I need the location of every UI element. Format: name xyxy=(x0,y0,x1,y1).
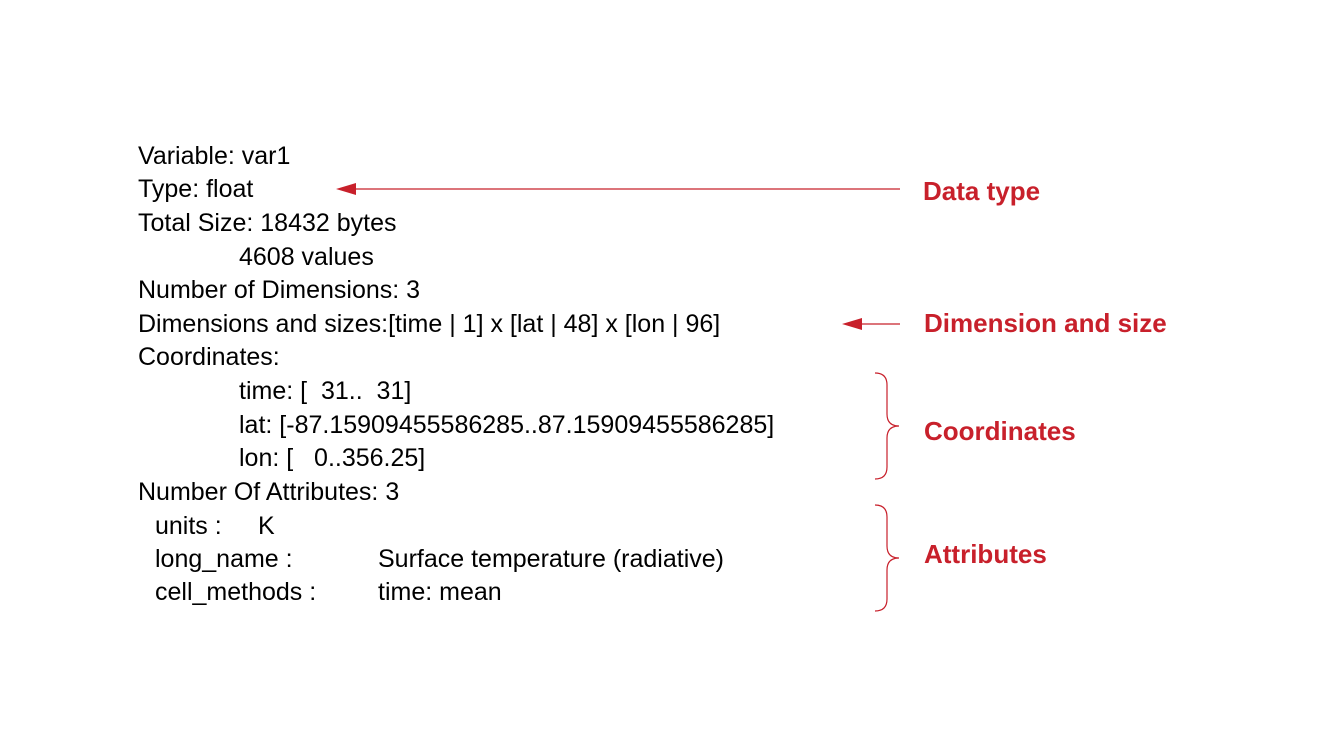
annotation-attributes: Attributes xyxy=(924,539,1047,569)
data-type-arrow xyxy=(336,183,900,195)
annotation-data-type: Data type xyxy=(923,176,1041,206)
type-line: Type: float xyxy=(138,175,254,203)
coordinate-lat-line: lat: [-87.15909455586285..87.15909455586… xyxy=(239,411,775,439)
coordinate-time-line: time: [ 31.. 31] xyxy=(239,377,412,405)
attribute-value-units: K xyxy=(258,512,275,540)
attribute-value-cell-methods: time: mean xyxy=(378,578,502,606)
coordinates-brace xyxy=(874,372,900,480)
num-attributes-line: Number Of Attributes: 3 xyxy=(138,478,400,506)
attribute-key-long-name: long_name : xyxy=(155,545,293,573)
coordinates-label: Coordinates: xyxy=(138,343,280,371)
attribute-key-cell-methods: cell_methods : xyxy=(155,578,317,606)
dimensions-sizes-line: Dimensions and sizes:[time | 1] x [lat |… xyxy=(138,310,721,338)
total-size-line: Total Size: 18432 bytes xyxy=(138,209,397,237)
variable-line: Variable: var1 xyxy=(138,142,291,170)
values-count-line: 4608 values xyxy=(239,243,374,271)
attribute-key-units: units : xyxy=(155,512,222,540)
annotation-dimension-size: Dimension and size xyxy=(924,308,1167,338)
annotation-coordinates: Coordinates xyxy=(924,416,1076,446)
dimension-size-arrow xyxy=(842,318,900,330)
num-dimensions-line: Number of Dimensions: 3 xyxy=(138,276,421,304)
coordinate-lon-line: lon: [ 0..356.25] xyxy=(239,444,426,472)
attribute-value-long-name: Surface temperature (radiative) xyxy=(378,545,724,573)
attributes-brace xyxy=(874,504,900,612)
